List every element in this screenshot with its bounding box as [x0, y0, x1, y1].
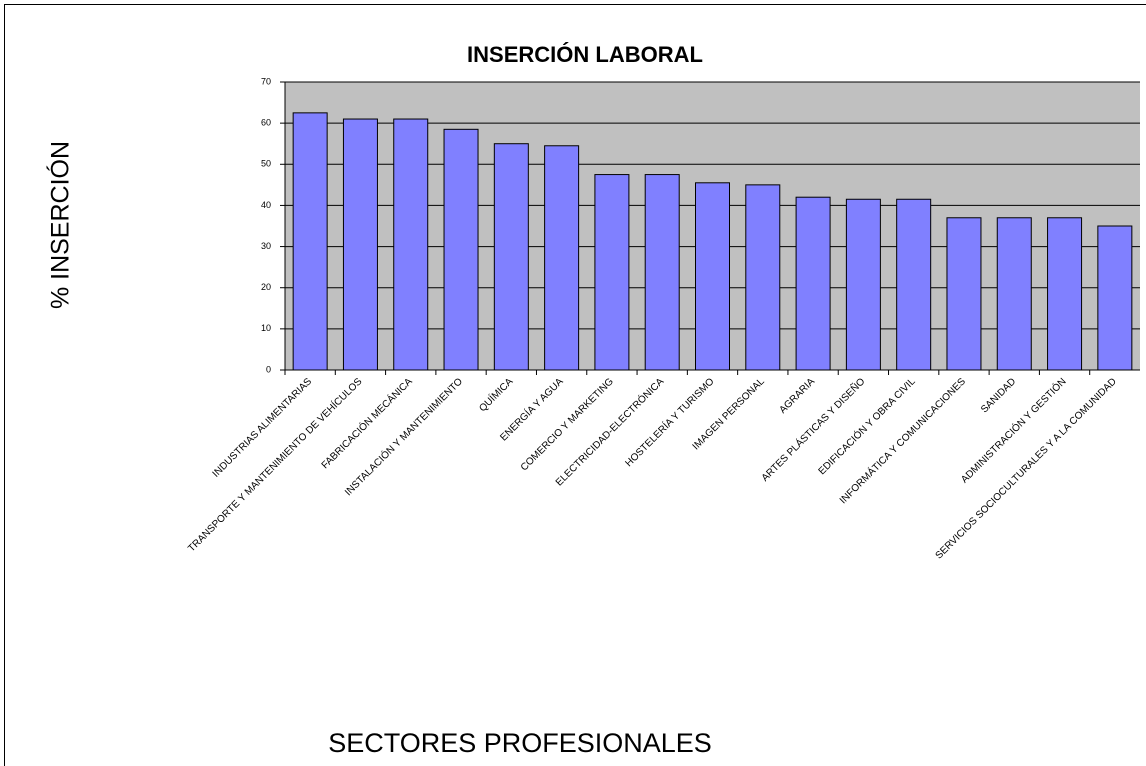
- bar: [342, 118, 378, 371]
- bar: [1047, 217, 1083, 371]
- y-tick-label: 40: [261, 200, 271, 210]
- bar: [393, 118, 429, 371]
- bar: [946, 217, 982, 371]
- bar: [896, 198, 932, 371]
- bar: [292, 112, 328, 371]
- y-tick-label: 50: [261, 159, 271, 169]
- bar: [594, 174, 630, 371]
- y-tick-label: 10: [261, 323, 271, 333]
- bar: [1097, 225, 1133, 371]
- bar: [443, 128, 479, 371]
- y-tick-label: 0: [266, 364, 271, 374]
- chart-title: INSERCIÓN LABORAL: [467, 42, 703, 67]
- y-tick-label: 30: [261, 241, 271, 251]
- bar: [845, 198, 881, 371]
- bar: [695, 182, 730, 371]
- y-tick-label: 70: [261, 76, 271, 86]
- x-axis-title: SECTORES PROFESIONALES: [328, 728, 712, 758]
- bar: [996, 217, 1032, 371]
- bar: [644, 174, 680, 371]
- y-tick-label: 60: [261, 118, 271, 128]
- y-tick-label: 20: [261, 282, 271, 292]
- bar: [544, 145, 580, 371]
- bar: [745, 184, 781, 371]
- y-axis-title: % INSERCIÓN: [46, 141, 75, 309]
- bar: [493, 143, 529, 371]
- bar: [795, 196, 831, 371]
